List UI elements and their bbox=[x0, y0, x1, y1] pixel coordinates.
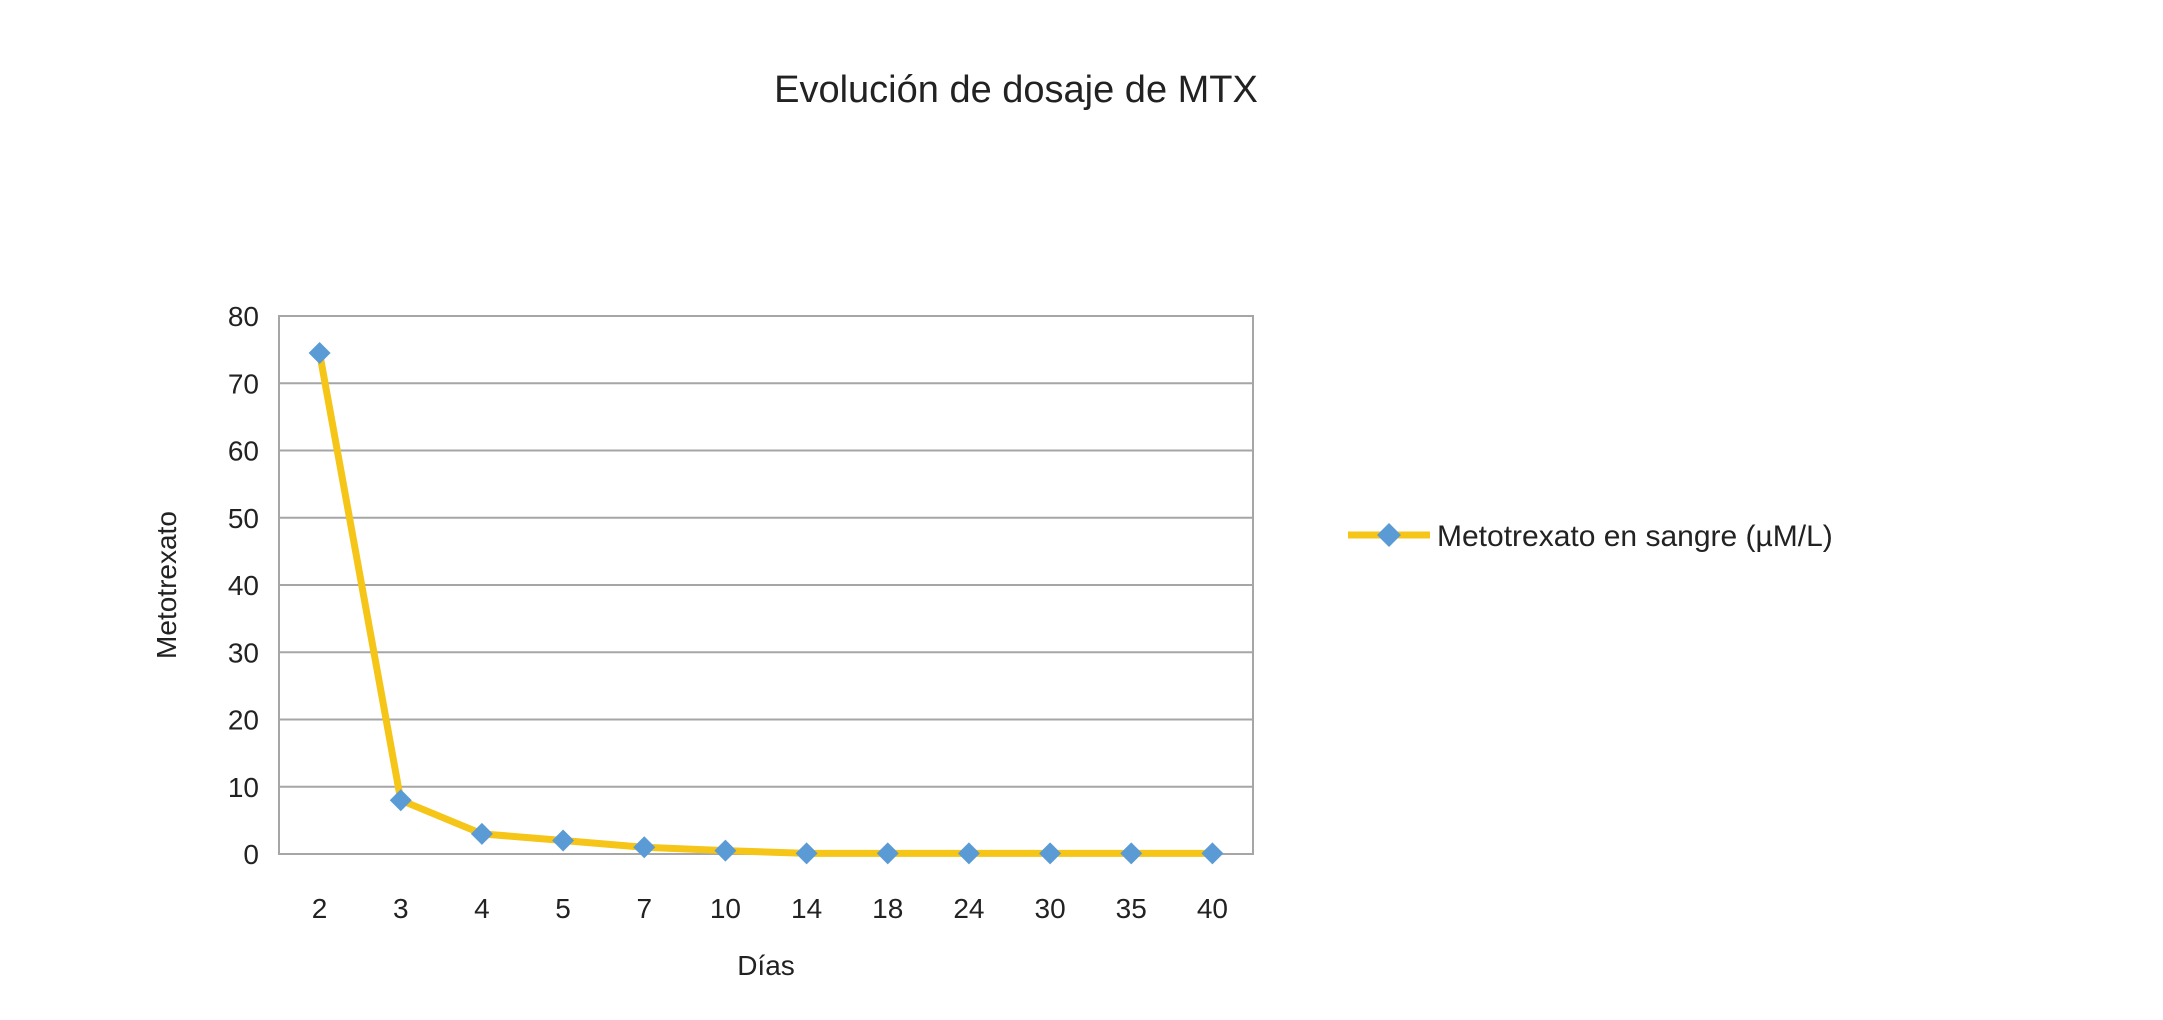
data-point-marker[interactable] bbox=[957, 842, 980, 865]
x-tick-label: 4 bbox=[474, 893, 490, 924]
data-point-marker[interactable] bbox=[714, 839, 737, 862]
x-tick-label: 2 bbox=[312, 893, 328, 924]
chart-title: Evolución de dosaje de MTX bbox=[774, 69, 1258, 111]
x-tick-label: 10 bbox=[710, 893, 741, 924]
data-point-marker[interactable] bbox=[795, 842, 818, 865]
data-point-marker[interactable] bbox=[1039, 842, 1062, 865]
data-point-marker[interactable] bbox=[552, 829, 575, 852]
y-tick-label: 70 bbox=[228, 368, 259, 399]
data-point-marker[interactable] bbox=[470, 822, 493, 845]
x-tick-label: 40 bbox=[1197, 893, 1228, 924]
y-tick-label: 20 bbox=[228, 705, 259, 736]
data-point-marker[interactable] bbox=[1201, 842, 1224, 865]
y-tick-label: 60 bbox=[228, 436, 259, 467]
y-tick-label: 0 bbox=[243, 839, 259, 870]
x-tick-label: 18 bbox=[872, 893, 903, 924]
y-tick-label: 30 bbox=[228, 637, 259, 668]
y-axis-ticks: 0 10 20 30 40 50 60 70 80 bbox=[228, 301, 259, 870]
x-tick-label: 35 bbox=[1116, 893, 1147, 924]
y-tick-label: 10 bbox=[228, 772, 259, 803]
x-tick-label: 30 bbox=[1035, 893, 1066, 924]
y-tick-label: 80 bbox=[228, 301, 259, 332]
x-tick-label: 5 bbox=[555, 893, 571, 924]
legend-label: Metotrexato en sangre (µM/L) bbox=[1437, 520, 1833, 553]
y-tick-label: 50 bbox=[228, 503, 259, 534]
data-point-marker[interactable] bbox=[389, 789, 412, 812]
data-point-marker[interactable] bbox=[308, 341, 331, 364]
series-metotrexato bbox=[308, 341, 1224, 865]
series-line bbox=[316, 349, 1216, 857]
x-axis-label: Días bbox=[737, 950, 795, 981]
x-tick-label: 7 bbox=[636, 893, 652, 924]
x-tick-label: 14 bbox=[791, 893, 822, 924]
data-point-marker[interactable] bbox=[876, 842, 899, 865]
x-axis-ticks: 2 3 4 5 7 10 14 18 24 30 35 40 bbox=[312, 893, 1228, 924]
legend[interactable]: Metotrexato en sangre (µM/L) bbox=[1348, 520, 1833, 553]
x-tick-label: 24 bbox=[953, 893, 984, 924]
gridlines bbox=[279, 315, 1253, 855]
x-tick-label: 3 bbox=[393, 893, 409, 924]
legend-diamond-marker bbox=[1377, 523, 1401, 547]
y-axis-label: Metotrexato bbox=[151, 511, 182, 659]
data-point-marker[interactable] bbox=[1120, 842, 1143, 865]
data-point-marker[interactable] bbox=[633, 836, 656, 859]
y-tick-label: 40 bbox=[228, 570, 259, 601]
